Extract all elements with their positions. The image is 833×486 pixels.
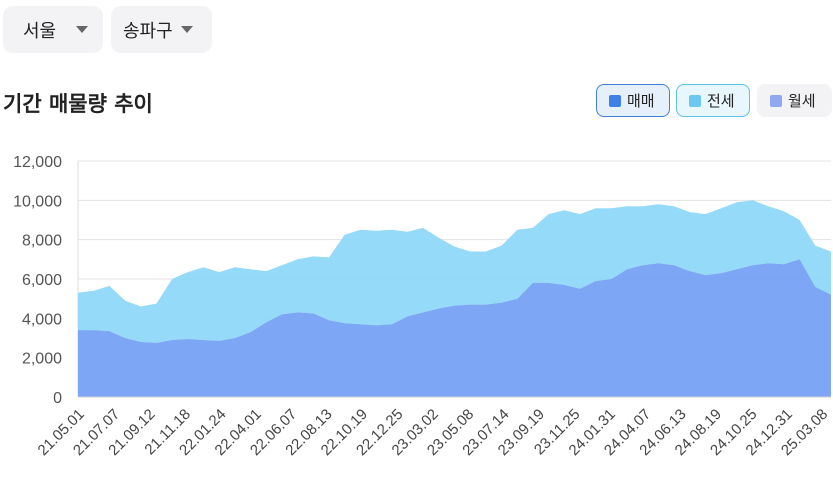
section-title: 기간 매물량 추이: [3, 92, 153, 116]
legend-toggle-jeonse[interactable]: 전세: [676, 84, 750, 117]
city-select-value: 서울: [23, 20, 57, 42]
legend-label-wolse: 월세: [788, 92, 816, 110]
y-tick-label: 6,000: [22, 272, 62, 289]
y-tick-label: 0: [53, 390, 62, 407]
legend-label-jeonse: 전세: [707, 92, 735, 110]
series-area-jeonse: [78, 200, 831, 343]
y-tick-label: 12,000: [13, 154, 62, 171]
district-select[interactable]: 송파구: [111, 6, 212, 53]
legend-label-sale: 매매: [627, 92, 655, 110]
legend-toggle-wolse[interactable]: 월세: [757, 84, 832, 117]
y-tick-label: 8,000: [22, 233, 62, 250]
legend-swatch-sale: [609, 94, 621, 107]
y-tick-label: 10,000: [13, 193, 62, 210]
series-area-sale: [78, 259, 831, 397]
caret-down-icon: [76, 26, 89, 33]
legend-swatch-wolse: [770, 94, 782, 107]
caret-down-icon: [180, 26, 193, 33]
legend-toggle-sale[interactable]: 매매: [596, 84, 670, 117]
district-select-value: 송파구: [123, 20, 173, 42]
y-tick-label: 2,000: [22, 351, 62, 368]
city-select[interactable]: 서울: [3, 6, 103, 53]
listing-volume-chart: 02,0004,0006,0008,00010,00012,00021.05.0…: [13, 154, 831, 459]
y-tick-label: 4,000: [22, 311, 62, 328]
legend-swatch-jeonse: [689, 94, 701, 107]
